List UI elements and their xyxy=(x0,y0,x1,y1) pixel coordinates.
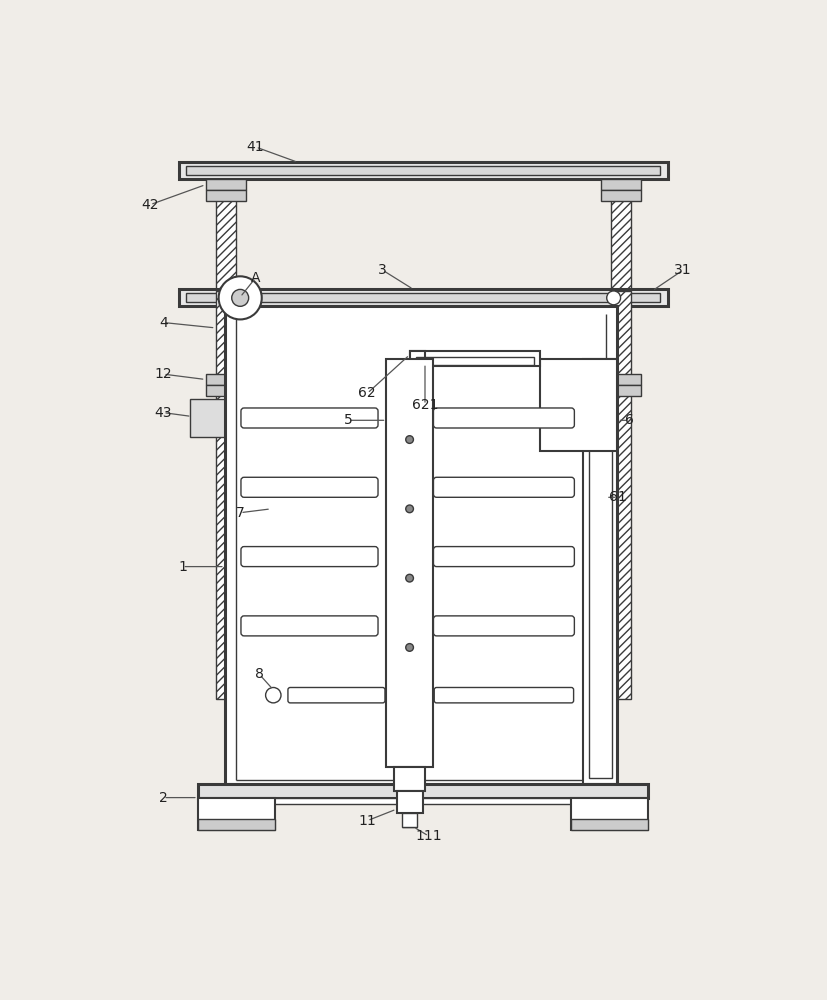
Bar xyxy=(601,385,642,396)
FancyBboxPatch shape xyxy=(434,687,574,703)
Bar xyxy=(583,359,618,784)
FancyBboxPatch shape xyxy=(433,547,575,567)
Text: 6: 6 xyxy=(624,413,633,427)
Text: 43: 43 xyxy=(155,406,172,420)
Bar xyxy=(206,190,246,201)
Bar xyxy=(601,179,642,190)
Text: 621: 621 xyxy=(412,398,438,412)
Bar xyxy=(198,798,275,830)
Text: 61: 61 xyxy=(609,490,626,504)
Text: 5: 5 xyxy=(343,413,352,427)
Circle shape xyxy=(406,505,414,513)
FancyBboxPatch shape xyxy=(241,547,378,567)
Bar xyxy=(216,291,236,699)
Text: 1: 1 xyxy=(178,560,187,574)
Bar xyxy=(190,399,230,437)
FancyBboxPatch shape xyxy=(433,616,575,636)
Bar xyxy=(206,798,641,804)
Circle shape xyxy=(232,289,249,306)
Bar xyxy=(541,359,618,451)
Bar xyxy=(206,179,246,190)
Bar xyxy=(601,190,642,201)
Bar xyxy=(601,374,642,385)
Text: 41: 41 xyxy=(246,140,265,154)
Bar xyxy=(225,306,618,784)
FancyBboxPatch shape xyxy=(433,477,575,497)
Circle shape xyxy=(406,644,414,651)
Text: 62: 62 xyxy=(358,386,376,400)
Text: 2: 2 xyxy=(159,791,168,805)
Text: 31: 31 xyxy=(674,263,691,277)
Text: 11: 11 xyxy=(358,814,376,828)
Bar xyxy=(589,365,612,778)
FancyBboxPatch shape xyxy=(288,687,385,703)
FancyBboxPatch shape xyxy=(241,408,378,428)
Bar xyxy=(206,374,246,385)
Bar xyxy=(402,813,418,827)
Text: 42: 42 xyxy=(141,198,159,212)
Bar xyxy=(386,359,433,767)
Bar xyxy=(409,351,541,366)
Bar xyxy=(206,385,246,396)
Text: 7: 7 xyxy=(236,506,245,520)
Bar xyxy=(571,819,648,830)
Bar xyxy=(409,351,425,389)
Text: 4: 4 xyxy=(159,316,168,330)
Text: A: A xyxy=(251,271,261,285)
Text: 111: 111 xyxy=(415,829,442,843)
Bar xyxy=(394,767,425,791)
Bar xyxy=(396,791,423,813)
FancyBboxPatch shape xyxy=(241,477,378,497)
Bar xyxy=(571,798,648,830)
FancyBboxPatch shape xyxy=(433,408,575,428)
Text: 8: 8 xyxy=(255,667,264,681)
Circle shape xyxy=(406,436,414,443)
Bar xyxy=(611,291,631,699)
Bar xyxy=(179,289,667,306)
Bar xyxy=(186,293,660,302)
Circle shape xyxy=(607,291,620,305)
Text: 3: 3 xyxy=(378,263,387,277)
Circle shape xyxy=(218,276,262,319)
Bar xyxy=(198,784,648,798)
Bar xyxy=(416,357,534,365)
Bar xyxy=(198,819,275,830)
FancyBboxPatch shape xyxy=(241,616,378,636)
Circle shape xyxy=(265,687,281,703)
Bar xyxy=(186,166,660,175)
Bar xyxy=(216,179,236,291)
Bar xyxy=(611,179,631,291)
Bar xyxy=(179,162,667,179)
Text: 12: 12 xyxy=(155,367,172,381)
Circle shape xyxy=(406,574,414,582)
